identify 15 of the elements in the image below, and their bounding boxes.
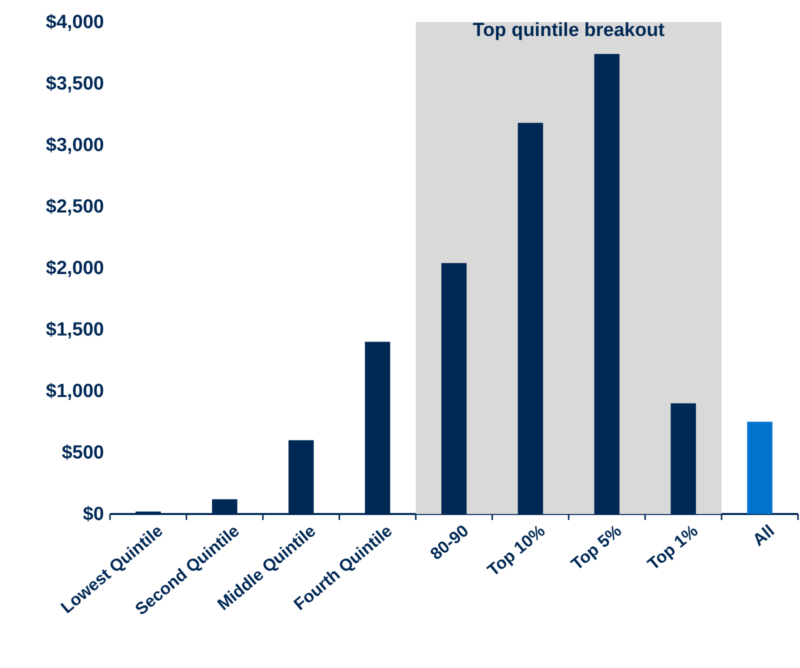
y-tick-label: $2,000 — [46, 258, 104, 280]
y-tick-label: $500 — [62, 442, 104, 464]
x-tick-label: Top 10% — [484, 521, 549, 580]
y-tick-label: $2,500 — [46, 196, 104, 218]
band-label: Top quintile breakout — [472, 20, 666, 41]
y-tick-label: $3,500 — [46, 74, 104, 95]
x-tick-label: All — [749, 521, 778, 550]
y-tick-label: $0 — [82, 504, 104, 526]
x-tick-label: Top 5% — [568, 521, 626, 574]
y-tick-label: $1,500 — [46, 320, 104, 341]
x-tick-label: Top 1% — [644, 521, 702, 574]
y-tick-label: $1,000 — [46, 381, 104, 402]
y-tick-label: $3,000 — [46, 135, 104, 156]
bar — [747, 422, 772, 514]
y-tick-label: $4,000 — [46, 12, 104, 34]
